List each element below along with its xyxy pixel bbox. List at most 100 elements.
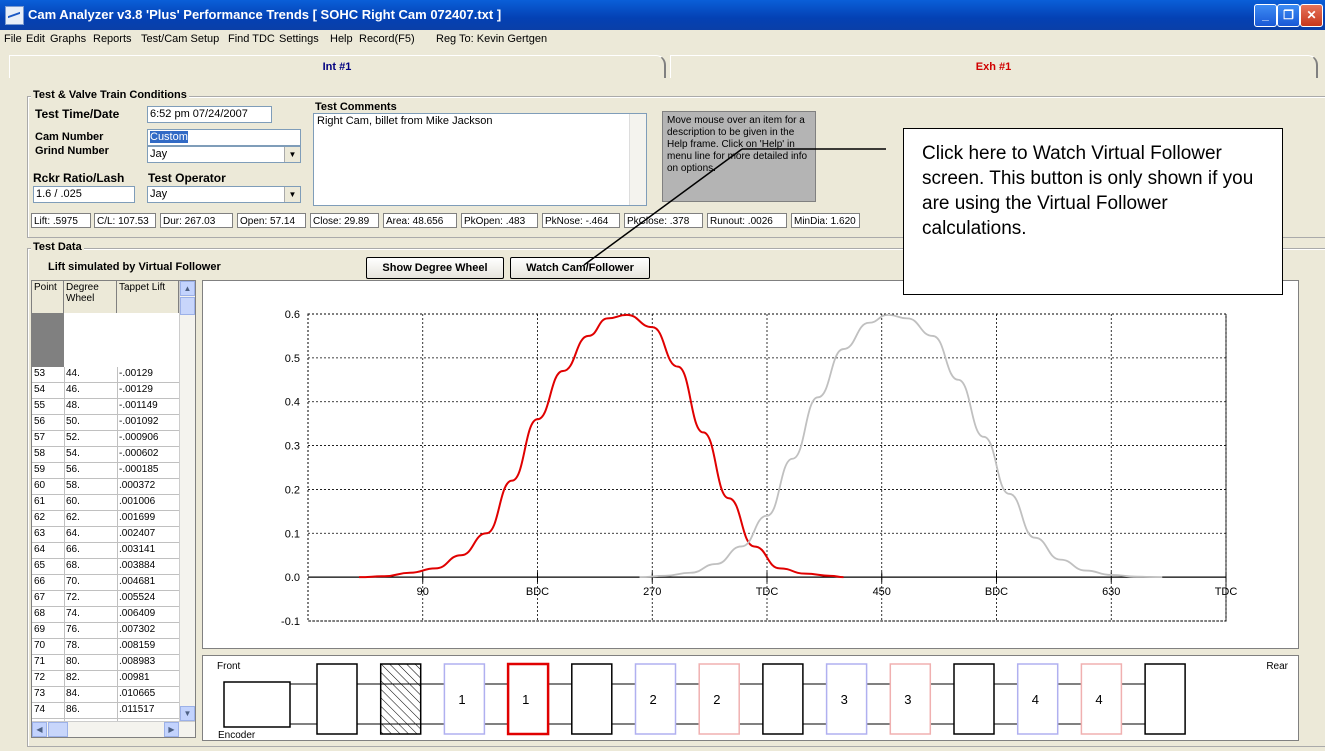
menu-reports[interactable]: Reports <box>93 33 132 45</box>
table-row[interactable]: 65 68. .003884 <box>32 559 179 575</box>
cell-point: 53 <box>34 368 46 379</box>
stat-runout: Runout: .0026 <box>707 213 787 228</box>
comments-scrollbar[interactable] <box>629 114 646 205</box>
cam-lobe[interactable] <box>1016 663 1059 735</box>
cam-lobe[interactable] <box>316 663 358 735</box>
scroll-right-icon[interactable]: ▶ <box>164 722 179 737</box>
col-header-degree-wheel[interactable]: Degree Wheel <box>64 281 117 313</box>
grid-fixed-rows <box>32 313 179 367</box>
front-label: Front <box>217 661 241 672</box>
menu-test-cam-setup[interactable]: Test/Cam Setup <box>141 33 220 45</box>
test-operator-combo[interactable]: Jay ▼ <box>147 186 301 203</box>
cell-lift: .008159 <box>119 640 156 651</box>
x-tick-label: 90 <box>417 586 429 598</box>
rocker-ratio-input[interactable]: 1.6 / .025 <box>33 186 135 203</box>
cam-lobe[interactable] <box>634 663 677 735</box>
scroll-thumb[interactable] <box>180 297 195 315</box>
cam-lobe[interactable] <box>443 663 486 735</box>
table-row[interactable]: 70 78. .008159 <box>32 639 179 655</box>
scroll-up-icon[interactable]: ▲ <box>180 281 195 296</box>
lift-chart-panel[interactable]: 0.6 0.5 0.4 0.3 0.2 0.1 0.0 -0.1 90 BDC 270 TDC 450 B… <box>202 280 1299 649</box>
scroll-left-icon[interactable]: ◀ <box>32 722 47 737</box>
cell-lift: .010665 <box>119 688 156 699</box>
cam-lobe-label: 2 <box>713 692 720 707</box>
table-row[interactable]: 58 54. -.000602 <box>32 447 179 463</box>
grid-vertical-scrollbar[interactable]: ▲ ▼ <box>179 281 195 721</box>
hscroll-thumb[interactable] <box>48 722 68 737</box>
cam-lobe[interactable] <box>698 663 740 735</box>
table-row[interactable]: 60 58. .000372 <box>32 479 179 495</box>
encoder-box <box>223 681 291 728</box>
table-row[interactable]: 73 84. .010665 <box>32 687 179 703</box>
cam-lobe[interactable] <box>506 662 550 736</box>
minimize-button[interactable]: _ <box>1254 4 1277 27</box>
cam-number-input[interactable]: Custom <box>147 129 301 146</box>
cam-lobe[interactable] <box>825 663 868 735</box>
table-row[interactable]: 54 46. -.00129 <box>32 383 179 399</box>
test-time-input[interactable]: 6:52 pm 07/24/2007 <box>147 106 272 123</box>
test-comments-textarea[interactable]: Right Cam, billet from Mike Jackson <box>313 113 647 206</box>
x-tick-label: TDC <box>756 586 779 598</box>
cell-point: 60 <box>34 480 46 491</box>
cam-lobe[interactable] <box>889 663 932 735</box>
menu-find-tdc[interactable]: Find TDC <box>228 33 275 45</box>
maximize-button[interactable]: ❐ <box>1277 4 1300 27</box>
scroll-down-icon[interactable]: ▼ <box>180 706 195 721</box>
cam-lobe-selector[interactable]: Front Rear Encoder 1 1 2 2 3 3 4 4 <box>202 655 1299 741</box>
grid-horizontal-scrollbar[interactable]: ◀ ▶ <box>32 721 195 737</box>
table-row[interactable]: 63 64. .002407 <box>32 527 179 543</box>
table-row[interactable]: 61 60. .001006 <box>32 495 179 511</box>
cell-degree: 62. <box>66 512 80 523</box>
table-row[interactable]: 62 62. .001699 <box>32 511 179 527</box>
col-header-tappet-lift[interactable]: Tappet Lift <box>117 281 179 313</box>
table-row[interactable]: 69 76. .007302 <box>32 623 179 639</box>
table-row[interactable]: 56 50. -.001092 <box>32 415 179 431</box>
table-row[interactable]: 67 72. .005524 <box>32 591 179 607</box>
table-row[interactable]: 59 56. -.000185 <box>32 463 179 479</box>
test-data-grid[interactable]: Point Degree Wheel Tappet Lift 53 44. -.00… <box>31 280 196 738</box>
grind-number-combo[interactable]: Jay ▼ <box>147 146 301 163</box>
cam-lobe[interactable] <box>1080 663 1123 735</box>
chevron-down-icon[interactable]: ▼ <box>284 187 300 202</box>
table-row[interactable]: 74 86. .011517 <box>32 703 179 719</box>
x-tick-label: TDC <box>1215 586 1238 598</box>
cam-lobe[interactable] <box>762 663 804 735</box>
cell-point: 62 <box>34 512 46 523</box>
menu-help[interactable]: Help <box>330 33 353 45</box>
y-tick-label: 0.2 <box>285 484 300 496</box>
table-row[interactable]: 55 48. -.001149 <box>32 399 179 415</box>
app-icon[interactable] <box>5 6 24 25</box>
cam-lobe[interactable] <box>1144 663 1186 735</box>
menu-edit[interactable]: Edit <box>26 33 45 45</box>
watch-cam-follower-button[interactable]: Watch Cam/Follower <box>510 257 650 279</box>
col-header-point[interactable]: Point <box>32 281 64 313</box>
menu-graphs[interactable]: Graphs <box>50 33 87 45</box>
x-tick-label: BDC <box>526 586 549 598</box>
table-row[interactable]: 53 44. -.00129 <box>32 367 179 383</box>
cell-degree: 52. <box>66 432 80 443</box>
table-row[interactable]: 57 52. -.000906 <box>32 431 179 447</box>
cell-lift: -.00129 <box>119 384 153 395</box>
table-row[interactable]: 72 82. .00981 <box>32 671 179 687</box>
show-degree-wheel-button[interactable]: Show Degree Wheel <box>366 257 504 279</box>
chevron-down-icon[interactable]: ▼ <box>284 147 300 162</box>
x-tick-label: BDC <box>985 586 1008 598</box>
table-row[interactable]: 66 70. .004681 <box>32 575 179 591</box>
table-row[interactable]: 68 74. .006409 <box>32 607 179 623</box>
test-operator-label: Test Operator <box>148 171 226 185</box>
menu-record[interactable]: Record(F5) <box>359 33 415 45</box>
grid-rows: 53 44. -.00129 54 46. -.00129 55 48. -.001149 56 5… <box>32 367 179 719</box>
cam-lobe[interactable] <box>379 663 422 735</box>
cam-lobe[interactable] <box>571 663 613 735</box>
menu-settings[interactable]: Settings <box>279 33 319 45</box>
table-row[interactable]: 71 80. .008983 <box>32 655 179 671</box>
tab-intake[interactable]: Int #1 <box>9 55 666 78</box>
table-row[interactable]: 64 66. .003141 <box>32 543 179 559</box>
close-button[interactable]: ✕ <box>1300 4 1323 27</box>
cam-lobe[interactable] <box>953 663 995 735</box>
cell-degree: 86. <box>66 704 80 715</box>
cell-lift: .001699 <box>119 512 156 523</box>
cell-degree: 72. <box>66 592 80 603</box>
tab-exhaust[interactable]: Exh #1 <box>670 55 1318 78</box>
menu-file[interactable]: File <box>4 33 22 45</box>
